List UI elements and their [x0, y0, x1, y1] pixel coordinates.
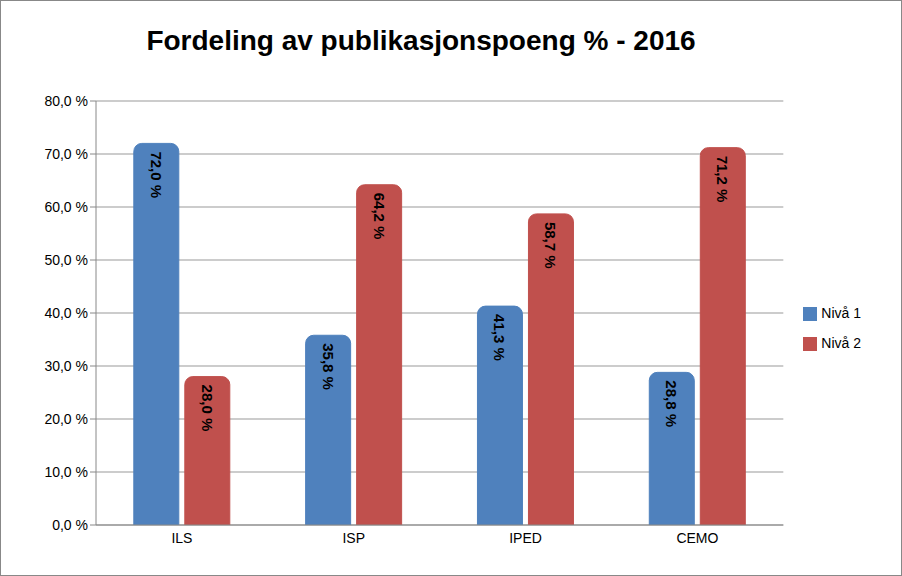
svg-text:35,8 %: 35,8 %	[320, 343, 337, 390]
svg-text:71,2 %: 71,2 %	[714, 156, 731, 203]
svg-text:10,0 %: 10,0 %	[44, 464, 88, 480]
svg-text:CEMO: CEMO	[676, 530, 718, 546]
svg-text:60,0 %: 60,0 %	[44, 199, 88, 215]
svg-text:72,0 %: 72,0 %	[148, 151, 165, 198]
svg-text:50,0 %: 50,0 %	[44, 252, 88, 268]
svg-text:64,2 %: 64,2 %	[371, 193, 388, 240]
svg-text:41,3 %: 41,3 %	[491, 314, 508, 361]
svg-text:70,0 %: 70,0 %	[44, 146, 88, 162]
svg-text:28,8 %: 28,8 %	[663, 380, 680, 427]
svg-text:80,0 %: 80,0 %	[44, 93, 88, 109]
html-text:Fordeling av publikasjonspoeng: Fordeling av publikasjonspoeng % - 2016	[146, 25, 696, 56]
html-text:Nivå 1: Nivå 1	[821, 305, 861, 321]
svg-text:0,0 %: 0,0 %	[52, 517, 88, 533]
html-text:Nivå 2: Nivå 2	[821, 335, 861, 351]
svg-text:28,0 %: 28,0 %	[199, 385, 216, 432]
svg-text:58,7 %: 58,7 %	[542, 222, 559, 269]
svg-text:ILS: ILS	[171, 530, 192, 546]
svg-text:40,0 %: 40,0 %	[44, 305, 88, 321]
svg-text:30,0 %: 30,0 %	[44, 358, 88, 374]
svg-text:ISP: ISP	[342, 530, 365, 546]
svg-text:20,0 %: 20,0 %	[44, 411, 88, 427]
svg-text:IPED: IPED	[509, 530, 542, 546]
